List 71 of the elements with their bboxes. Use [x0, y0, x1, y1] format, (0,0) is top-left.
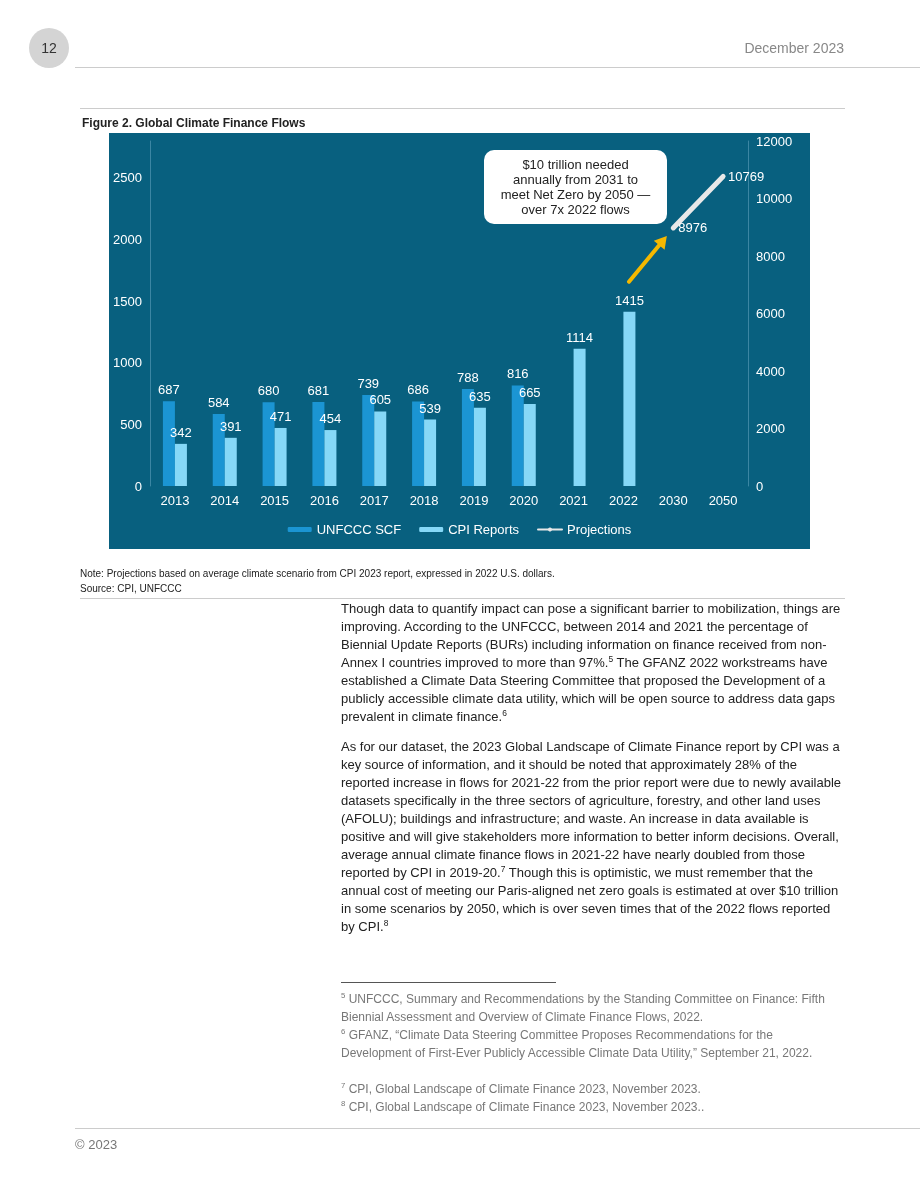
bar	[224, 437, 237, 486]
legend-label: UNFCCC SCF	[316, 522, 402, 537]
data-label: 1114	[566, 329, 594, 345]
text: $^{6}$ GFANZ, “Climate Data Steering Committee Proposes Recommendations for the Development of First-Ever Publicly Accessible Climate Data Utility,” September 21, 2022.	[341, 1026, 814, 1062]
y-tick-label: 2000	[113, 232, 142, 248]
data-label: 8976	[678, 220, 708, 236]
text: Note: Projections based on average climate scenario from CPI 2023 report, expressed in 2022 U.S. dollars.	[80, 568, 555, 579]
data-label: 816	[506, 366, 529, 382]
data-label: 680	[257, 383, 280, 399]
y2-tick-label: 12000	[756, 133, 793, 149]
legend-label: Projections	[566, 522, 632, 537]
data-label: 687	[158, 382, 180, 398]
y2-tick-label: 10000	[756, 191, 793, 206]
y2-tick-label: 6000	[756, 306, 785, 321]
data-label: 1415	[614, 292, 644, 308]
y-tick-label: 500	[120, 416, 142, 432]
y2-tick-label: 0	[756, 478, 764, 494]
source-note: Source: CPI, UNFCCC	[80, 583, 182, 594]
data-label: 605	[369, 392, 392, 408]
x-tick-label: 2015	[260, 493, 290, 508]
data-label: 539	[419, 400, 441, 416]
data-label: 686	[407, 382, 429, 398]
x-tick-label: 2030	[658, 493, 688, 508]
chart-title: Figure 2. Global Climate Finance Flows	[82, 116, 306, 130]
y-tick-label: 0	[134, 478, 142, 494]
bar	[473, 407, 486, 486]
x-tick-label: 2016	[309, 493, 339, 508]
data-label: 665	[518, 385, 541, 401]
y-tick-label: 1500	[113, 293, 142, 309]
data-label: 454	[319, 411, 342, 427]
text: $^{7}$ CPI, Global Landscape of Climate Finance 2023, November 2023.	[341, 1080, 702, 1098]
y-tick-label: 1000	[113, 355, 142, 371]
x-tick-label: 2014	[210, 493, 240, 508]
bar	[623, 311, 636, 486]
y2-tick-label: 2000	[756, 421, 785, 436]
text: 12	[29, 28, 69, 68]
annotation: $10 trillion needed annually from 2031 to meet Net Zero by 2050 — over 7x 2022 flows	[484, 150, 667, 224]
text: $^{8}$ CPI, Global Landscape of Climate Finance 2023, November 2023..	[341, 1098, 706, 1116]
data-label: 635	[469, 388, 491, 404]
x-tick-label: 2018	[409, 493, 439, 508]
x-tick-label: 2017	[359, 493, 389, 508]
data-label: 471	[269, 408, 292, 424]
y-tick-label: 2500	[113, 170, 142, 186]
data-label: 739	[357, 375, 380, 391]
x-tick-label: 2021	[559, 493, 589, 508]
text: Though data to quantify impact can pose a significant barrier to mobilization, things are improving. According to the UNFCCC, between 2014 and 2021 the percentage of Biennial Update Reports (BURs) including information on finance received from non-Annex I countries improved to more than 97%.$^{5}$ The GFANZ 2022 workstreams have established a Climate Data Steering Committee that proposed the Development of a publicly accessible climate data utility, which will be open source to address data gaps prevalent in climate finance.$^{6}$	[341, 601, 841, 724]
text: December 2023	[744, 40, 844, 56]
y2-tick-label: 4000	[756, 363, 785, 379]
text: $^{5}$ UNFCCC, Summary and Recommendations by the Standing Committee on Finance: Fifth Biennial Assessment and Overview of Climate Finance Flows, 2022.	[341, 990, 826, 1026]
bar	[573, 348, 586, 486]
bar	[324, 430, 337, 486]
x-tick-label: 2013	[160, 493, 190, 508]
data-label: 342	[170, 424, 192, 440]
text: As for our dataset, the 2023 Global Landscape of Climate Finance report by CPI was a key source of information, and it should be noted that approximately 28% of the reported increase in flows for 2021-22 from the prior report were due to newly available datasets specifically in the three sectors of agriculture, forestry, and other land uses (AFOLU); buildings and infrastructure; and waste. An increase in data available is positive and will give stakeholders more information to better inform decisions. Overall, average annual climate finance flows in 2021-22 have nearly doubled from those reported by CPI in 2019-20.$^{7}$ Though this is optimistic, we must remember that the annual cost of meeting our Paris-aligned net zero goals is estimated at over $10 trillion in some scenarios by 2050, which is over seven times that of the 2022 flows reported by CPI.$^{8}$	[341, 739, 842, 934]
y2-tick-label: 8000	[756, 248, 785, 264]
x-tick-label: 2050	[708, 493, 738, 508]
bar	[174, 443, 187, 486]
bar	[274, 427, 287, 486]
x-tick-label: 2020	[509, 493, 539, 508]
bar	[523, 404, 536, 486]
data-label: 391	[219, 418, 242, 434]
data-label: 10769	[728, 168, 765, 184]
data-label: 788	[457, 369, 479, 385]
data-label: 681	[307, 383, 330, 399]
bar	[424, 419, 437, 486]
x-tick-label: 2022	[608, 493, 638, 508]
bar	[374, 411, 387, 486]
legend-label: CPI Reports	[448, 522, 520, 537]
text: © 2023	[75, 1137, 118, 1152]
data-label: 584	[207, 395, 230, 411]
x-tick-label: 2019	[459, 493, 489, 508]
